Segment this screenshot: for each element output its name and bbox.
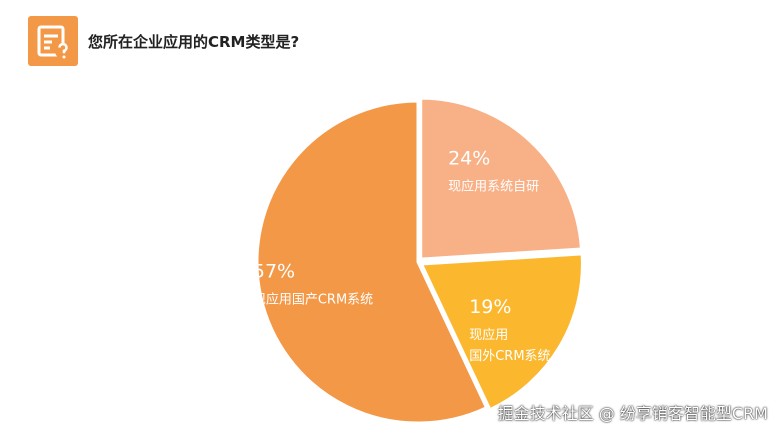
slice-category-label-0-0: 现应用系统自研 (448, 179, 539, 195)
survey-question-icon (28, 16, 78, 66)
pie-slice-2 (255, 99, 489, 425)
watermark: 掘金技术社区 @ 纷享销客智能型CRM (497, 404, 768, 423)
slice-value-label-2: 57% (253, 260, 295, 282)
slice-category-label-1-1: 国外CRM系统 (469, 349, 550, 364)
page-title: 您所在企业应用的CRM类型是? (88, 33, 300, 51)
slice-value-label-1: 19% (469, 296, 511, 318)
slice-category-label-1-0: 现应用 (469, 327, 508, 343)
slice-value-label-0: 24% (448, 148, 490, 170)
slice-category-label-2-0: 现应用国产CRM系统 (253, 291, 373, 307)
pie-slice-1 (419, 252, 584, 412)
pie-slice-0 (419, 96, 584, 261)
